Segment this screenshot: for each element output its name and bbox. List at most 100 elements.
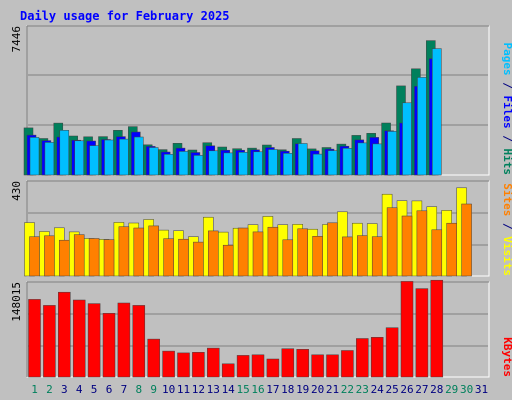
x-tick-label-7: 7 [121,383,128,396]
bar-pages-day-14 [223,152,233,176]
x-tick-label-6: 6 [106,383,113,396]
bar-sites-day-24 [371,236,383,277]
bar-kbytes-day-24 [370,337,384,378]
bar-sites-day-28 [431,229,443,277]
bar-pages-day-17 [268,149,278,176]
panel-legend-kbytes: KBytes [501,337,512,377]
bar-pages-day-24 [372,143,382,176]
bar-sites-day-2 [44,235,55,277]
bar-sites-day-16 [252,231,264,277]
bar-pages-day-3 [59,130,70,176]
legend-text: KBytes [501,337,512,377]
bar-kbytes-day-5 [87,303,101,378]
x-tick-label-28: 28 [430,383,443,396]
x-tick-label-24: 24 [371,383,385,396]
legend-text: / [501,216,512,236]
x-tick-label-29: 29 [445,383,458,396]
x-tick-label-4: 4 [76,383,83,396]
bar-sites-day-3 [59,239,70,277]
panel-visits: 430 Sites / Visits [10,180,512,277]
bar-kbytes-day-15 [236,355,250,378]
bar-sites-day-10 [163,238,174,277]
bar-kbytes-day-9 [147,338,160,378]
bar-pages-day-25 [387,131,397,176]
x-tick-label-15: 15 [236,383,249,396]
x-tick-label-16: 16 [251,383,264,396]
legend-text: / [501,129,512,149]
bar-sites-day-17 [267,226,279,277]
x-tick-label-18: 18 [281,383,294,396]
bar-sites-day-26 [401,215,413,277]
bar-pages-day-5 [89,145,99,176]
x-tick-label-26: 26 [400,383,413,396]
panel-max-label-kbytes: 148015 [10,282,23,322]
bar-kbytes-day-26 [400,281,414,378]
bar-pages-day-23 [357,142,368,176]
x-tick-label-12: 12 [192,383,205,396]
chart-panels: 7446 Pages / Files / Hits 430 Sites / Visit… [10,25,512,378]
bar-kbytes-day-18 [281,348,295,378]
bar-pages-day-21 [327,150,338,176]
bar-pages-day-6 [104,139,114,176]
legend-text: Visits [501,236,512,276]
bar-pages-day-15 [238,152,248,176]
chart-title: Daily usage for February 2025 [20,9,230,23]
bar-pages-day-16 [253,151,263,176]
x-tick-label-27: 27 [415,383,428,396]
bar-sites-day-14 [222,244,234,277]
bar-sites-day-21 [327,222,338,277]
bar-sites-day-6 [103,239,115,277]
panel-max-label-hits: 7446 [10,26,23,53]
legend-text: Hits [501,149,512,176]
bar-kbytes-day-25 [385,327,399,378]
bar-pages-day-20 [312,153,323,176]
bar-sites-day-18 [282,239,294,277]
bar-kbytes-day-1 [28,299,41,378]
bar-kbytes-day-27 [415,288,429,378]
bar-sites-day-30 [461,203,472,277]
bar-kbytes-day-2 [43,305,56,378]
bar-kbytes-day-12 [192,352,205,378]
panel-kbytes: 148015 KBytes [10,279,512,378]
bar-sites-day-11 [178,238,189,277]
legend-text: / [501,76,512,96]
x-tick-label-17: 17 [266,383,279,396]
bar-pages-day-1 [29,137,40,176]
bar-sites-day-27 [416,210,428,277]
x-axis-labels: 1 2 3 4 5 6 7 8 9 10 11 12 13 14 15 16 17 18 19 20 21 22 23 24 2… [31,383,488,396]
bar-kbytes-day-8 [132,305,146,378]
bar-kbytes-day-16 [251,354,265,378]
x-tick-label-3: 3 [61,383,68,396]
x-tick-label-25: 25 [385,383,398,396]
bar-pages-day-4 [74,140,84,176]
panel-legend-hits: Pages / Files / Hits [501,43,512,176]
bar-sites-day-8 [133,227,145,277]
bar-sites-day-5 [88,238,100,277]
bar-kbytes-day-23 [356,338,369,378]
bar-sites-day-29 [446,222,457,277]
bar-pages-day-13 [208,150,219,176]
legend-text: Sites [501,183,512,216]
panel-hits: 7446 Pages / Files / Hits [10,25,512,176]
bar-kbytes-day-6 [102,313,116,378]
bar-kbytes-day-21 [326,354,339,378]
bar-sites-day-7 [118,226,130,277]
x-tick-label-22: 22 [341,383,354,396]
bar-pages-day-27 [417,77,427,176]
x-tick-label-19: 19 [296,383,309,396]
x-tick-label-8: 8 [135,383,142,396]
bar-sites-day-4 [73,234,85,277]
bar-kbytes-day-22 [341,350,354,378]
bar-kbytes-day-19 [296,349,309,378]
x-tick-label-23: 23 [356,383,369,396]
bar-kbytes-day-7 [117,302,131,378]
x-tick-label-20: 20 [311,383,324,396]
bar-pages-day-10 [163,154,174,176]
bar-pages-day-9 [148,147,159,176]
bar-kbytes-day-13 [207,347,220,378]
bar-pages-day-22 [342,148,353,176]
x-tick-label-11: 11 [177,383,190,396]
bar-kbytes-day-10 [162,350,175,378]
